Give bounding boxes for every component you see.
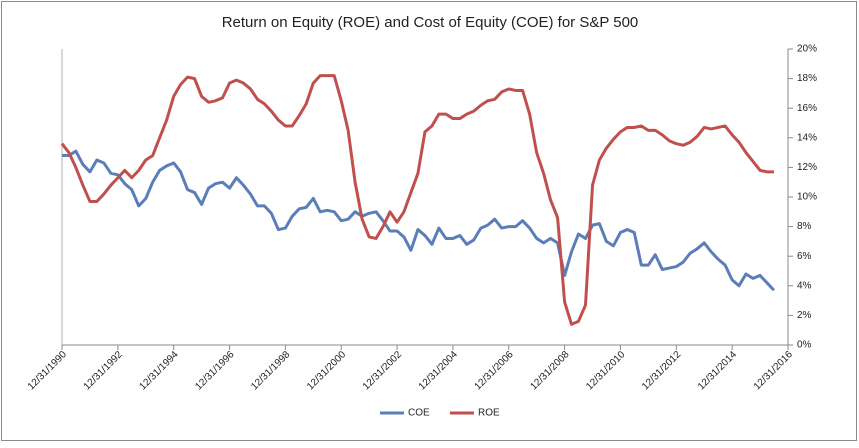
y-tick-label: 18% <box>797 73 817 84</box>
y-tick-label: 8% <box>797 221 812 232</box>
y-tick-label: 6% <box>797 251 812 262</box>
y-tick-label: 4% <box>797 280 812 291</box>
chart-title: Return on Equity (ROE) and Cost of Equit… <box>222 14 639 31</box>
series-line <box>62 149 776 292</box>
y-tick-label: 10% <box>797 192 817 203</box>
y-tick-label: 20% <box>797 44 817 55</box>
chart-border <box>1 1 857 441</box>
legend-label: ROE <box>478 408 500 419</box>
series-line <box>60 74 774 326</box>
legend-label: COE <box>408 408 430 419</box>
y-tick-label: 12% <box>797 162 817 173</box>
y-tick-label: 2% <box>797 310 812 321</box>
y-tick-label: 14% <box>797 132 817 143</box>
y-tick-label: 16% <box>797 103 817 114</box>
y-tick-label: 0% <box>797 340 812 351</box>
